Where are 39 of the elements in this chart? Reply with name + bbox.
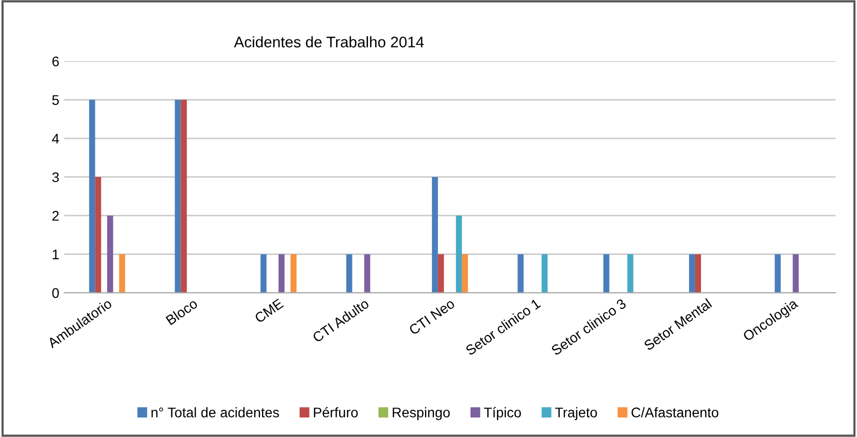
bar — [462, 254, 468, 293]
legend-label: Trajeto — [555, 407, 597, 420]
bar — [89, 100, 96, 293]
bar — [180, 100, 187, 293]
bar — [774, 254, 781, 293]
bar — [456, 216, 462, 293]
legend-label: Típico — [484, 407, 521, 420]
legend-label: Pérfuro — [314, 407, 358, 418]
bar — [278, 254, 285, 293]
y-tick-label: 3 — [52, 172, 59, 182]
bar — [518, 254, 524, 293]
legend-label: Respingo — [392, 407, 450, 420]
bar — [695, 254, 702, 293]
bar — [603, 254, 610, 293]
bar — [438, 254, 444, 293]
y-tick-label: 0 — [52, 288, 59, 298]
y-tick-label: 5 — [52, 95, 59, 105]
bar — [689, 254, 696, 293]
bar — [542, 254, 548, 293]
x-tick-label: CME — [254, 298, 284, 324]
bar — [95, 176, 102, 293]
y-tick-label: 1 — [52, 250, 59, 260]
bar — [119, 254, 126, 293]
bar — [346, 254, 352, 293]
x-tick-label: CTI Neo — [408, 298, 456, 336]
y-tick-label: 6 — [52, 56, 59, 66]
bar — [174, 100, 181, 293]
legend-label: n° Total de acidentes — [152, 407, 279, 418]
bar — [792, 254, 799, 293]
chart-title: Acidentes de Trabalho 2014 — [234, 36, 424, 48]
bar — [432, 176, 438, 293]
bar — [107, 216, 114, 293]
bar — [364, 254, 370, 293]
bar — [290, 254, 297, 293]
legend-label: C/Afastanento — [632, 407, 718, 418]
bar — [627, 254, 634, 293]
y-tick-label: 4 — [52, 134, 60, 144]
bar — [260, 254, 267, 293]
y-tick-label: 2 — [52, 210, 59, 221]
